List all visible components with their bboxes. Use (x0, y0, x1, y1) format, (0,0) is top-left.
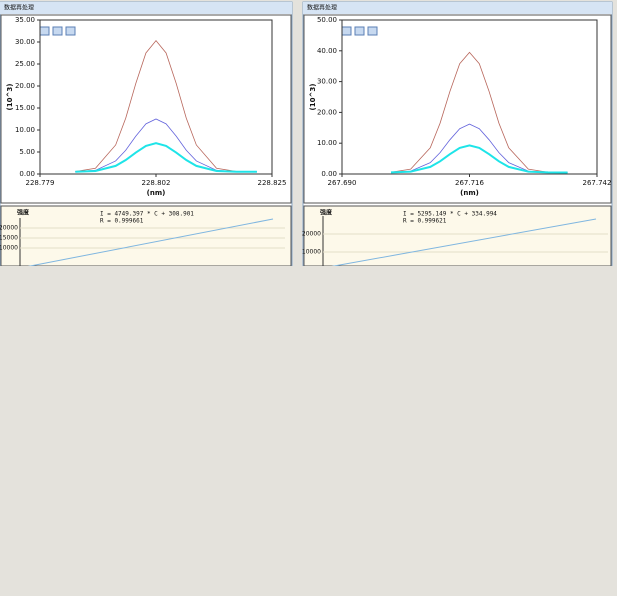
equation: I = 4749.397 * C + 308.901 (100, 211, 194, 218)
y-tick-label: 30.00 (15, 38, 35, 46)
y-axis-label: (10^3) (309, 84, 317, 111)
y-tick-label: 20.00 (15, 82, 35, 90)
spectrum-line (390, 51, 568, 173)
y-tick-label: 20.00 (317, 108, 337, 116)
correlation: R = 0.999621 (403, 218, 447, 225)
y-tick-label: 50.00 (317, 16, 337, 24)
window-title: 数据再处理 (307, 4, 337, 12)
x-tick-label: 267.690 (328, 179, 357, 187)
nav-button[interactable] (354, 26, 365, 36)
spectrum-box (0, 14, 292, 204)
calibration-line (322, 218, 597, 269)
y-tick-label: 0.00 (19, 170, 35, 178)
equation: I = 5295.149 * C + 334.994 (403, 211, 497, 218)
calibration-box (303, 205, 612, 267)
nav-button[interactable] (367, 26, 378, 36)
spectrum-box (303, 14, 612, 204)
nav-button[interactable] (65, 26, 76, 36)
calibration-line (19, 218, 274, 269)
nav-button[interactable] (341, 26, 352, 36)
y-tick-label: 20000 (0, 225, 18, 232)
y-axis-label: (10^3) (6, 84, 14, 111)
y-tick-label: 30.00 (317, 78, 337, 86)
x-tick-label: 228.802 (142, 179, 171, 187)
x-tick-label: 228.779 (26, 179, 55, 187)
title-bar (0, 2, 292, 14)
calibration-y-label: 强度 (17, 209, 30, 217)
spectrum-line (75, 142, 257, 173)
title-bar (303, 2, 612, 14)
nav-button[interactable] (39, 26, 50, 36)
y-tick-label: 20000 (302, 231, 321, 238)
y-tick-label: 10000 (302, 249, 321, 256)
spectrum-line (391, 123, 568, 173)
spectrum-line (75, 118, 257, 173)
y-tick-label: 35.00 (15, 16, 35, 24)
calibration-y-label: 强度 (320, 209, 333, 217)
y-tick-label: 10.00 (15, 126, 35, 134)
calibration-box (0, 205, 292, 267)
y-tick-label: 5.00 (19, 148, 35, 156)
nav-button[interactable] (52, 26, 63, 36)
x-tick-label: 267.742 (583, 179, 612, 187)
x-tick-label: 228.825 (258, 179, 287, 187)
x-axis-label: (nm) (460, 189, 479, 197)
y-tick-label: 25.00 (15, 60, 35, 68)
y-tick-label: 10000 (0, 245, 18, 252)
y-tick-label: 15.00 (15, 104, 35, 112)
y-tick-label: 0.00 (321, 170, 337, 178)
x-axis-label: (nm) (147, 189, 166, 197)
spectrum-line (391, 144, 568, 174)
gray-area (0, 266, 617, 596)
y-tick-label: 40.00 (317, 47, 337, 55)
spectrum-line (75, 40, 257, 173)
correlation: R = 0.999661 (100, 218, 144, 225)
y-tick-label: 15000 (0, 235, 18, 242)
x-tick-label: 267.716 (455, 179, 484, 187)
y-tick-label: 10.00 (317, 139, 337, 147)
window-title: 数据再处理 (4, 4, 34, 12)
